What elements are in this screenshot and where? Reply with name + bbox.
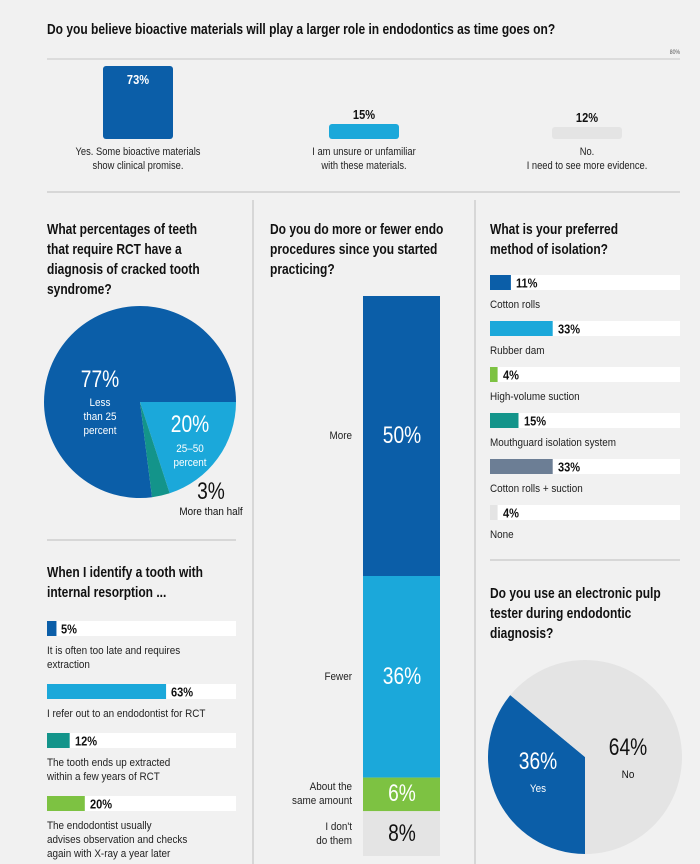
value-label: 77% (80, 366, 120, 393)
pie-slice (510, 660, 682, 854)
bar-track (47, 796, 236, 811)
bar (490, 367, 498, 382)
bar-segment (363, 576, 440, 778)
category-label: The tooth ends up extracted within a few… (47, 757, 171, 783)
category-label: More than half (179, 506, 243, 518)
value-label: 20% (89, 796, 112, 811)
category-label: Less than 25 percent (83, 397, 117, 437)
category-label: Fewer (324, 670, 352, 683)
category-label: None (490, 529, 514, 541)
value-label: 50% (382, 422, 421, 449)
value-label: 3% (197, 478, 225, 505)
bar (47, 684, 167, 699)
pie-slice (487, 695, 585, 854)
category-label: Yes. Some bioactive materials show clini… (75, 146, 201, 172)
category-label: Yes (529, 783, 547, 795)
value-label: 15% (523, 413, 546, 428)
bar-track (47, 733, 236, 748)
value-label: 5% (61, 621, 78, 636)
bar-track (490, 275, 680, 290)
chart-title: Do you do more or fewer endo procedures … (270, 221, 444, 278)
category-label: Cotton rolls (490, 299, 541, 311)
category-label: Cotton rolls + suction (490, 483, 583, 495)
chart-title: When I identify a tooth with internal re… (47, 564, 203, 601)
value-label: 4% (502, 505, 519, 520)
value-label: 12% (575, 110, 599, 125)
chart-title: Do you use an electronic pulp tester dur… (490, 585, 661, 642)
pie-slice (140, 402, 236, 494)
value-label: 36% (518, 748, 558, 775)
bar (47, 621, 57, 636)
value-label: 64% (608, 734, 648, 761)
category-label: No (621, 769, 635, 781)
value-label: 20% (170, 411, 210, 438)
category-label: Rubber dam (490, 345, 545, 357)
category-label: 25–50 percent (173, 443, 207, 469)
category-label: High-volume suction (490, 391, 580, 403)
bar (103, 66, 173, 139)
bar (490, 321, 553, 336)
value-label: 36% (382, 662, 421, 690)
category-label: More (329, 430, 352, 442)
bar-track (490, 413, 680, 428)
category-label: Mouthguard isolation system (490, 437, 617, 449)
bar (490, 459, 553, 474)
value-label: 12% (74, 733, 97, 748)
value-label: 33% (557, 459, 580, 474)
value-label: 11% (515, 275, 538, 290)
value-label: 15% (352, 107, 376, 122)
category-label: About the same amount (292, 781, 352, 808)
value-label: 8% (387, 819, 416, 847)
bar-segment (363, 296, 440, 576)
value-label: 4% (502, 367, 519, 382)
bar-track (490, 505, 680, 520)
value-label: 33% (557, 321, 580, 336)
bar (490, 505, 498, 520)
chart-title: Do you believe bioactive materials will … (47, 21, 556, 38)
pie-slice (44, 306, 236, 498)
bar (329, 124, 399, 139)
bar-track (490, 367, 680, 382)
category-label: No. I need to see more evidence. (526, 146, 648, 172)
bar (490, 275, 511, 290)
value-label: 73% (126, 72, 150, 87)
bar (552, 127, 622, 139)
category-label: It is often too late and requires extrac… (47, 645, 181, 671)
bar (490, 413, 519, 428)
category-label: I don't do them (316, 820, 352, 847)
chart-title: What is your preferred method of isolati… (490, 221, 619, 258)
y-tick-label: 80% (669, 50, 680, 56)
value-label: 63% (171, 684, 194, 699)
pie-slice (140, 402, 170, 498)
category-label: I am unsure or unfamiliar with these mat… (312, 146, 416, 172)
category-label: The endodontist usually advises observat… (47, 820, 188, 860)
bar-segment (363, 777, 440, 812)
bar (47, 733, 70, 748)
value-label: 6% (387, 780, 416, 808)
category-label: I refer out to an endodontist for RCT (47, 708, 206, 720)
bar (47, 796, 85, 811)
bar-segment (363, 811, 440, 856)
chart-title: What percentages of teeth that require R… (47, 221, 200, 298)
bar-track (47, 621, 236, 636)
